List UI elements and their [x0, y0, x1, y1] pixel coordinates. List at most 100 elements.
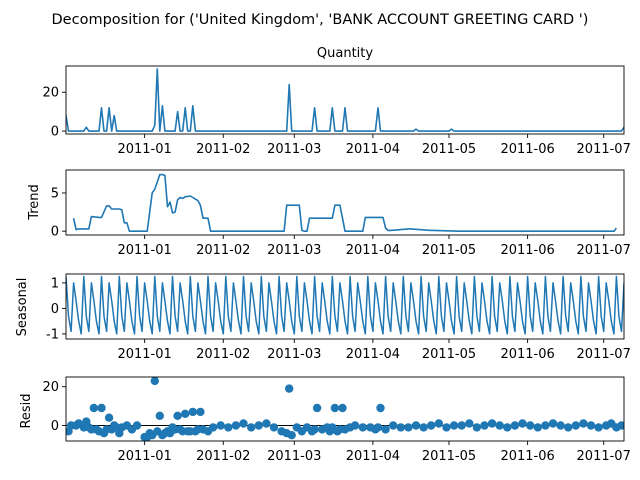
resid-point: [338, 403, 347, 413]
trend-panel: Trend 0 5 2011-01 2011-02 2011-03 2011-04 2011…: [27, 169, 631, 258]
resid-point: [434, 419, 443, 428]
resid-xtick-label: 2011-02: [196, 449, 250, 464]
resid-point: [404, 423, 413, 432]
resid-point: [548, 419, 558, 428]
trend-xtick-label: 2011-07: [577, 243, 631, 258]
resid-point: [411, 421, 421, 430]
seasonal-ytick-label: -1: [46, 327, 59, 342]
resid-point: [495, 421, 504, 430]
resid-point: [350, 421, 360, 430]
resid-point: [472, 423, 482, 432]
resid-point: [503, 423, 512, 432]
resid-point: [442, 423, 451, 432]
resid-point: [594, 423, 603, 432]
resid-point: [150, 377, 159, 386]
resid-point: [449, 421, 459, 430]
resid-point: [579, 419, 588, 428]
resid-point: [556, 421, 565, 430]
resid-point: [208, 423, 218, 432]
resid-point: [586, 421, 596, 430]
quantity-xtick-label: 2011-02: [196, 142, 250, 157]
resid-xtick-label: 2011-04: [346, 449, 400, 464]
resid-ytick-label: 20: [42, 380, 59, 395]
seasonal-ytick-label: 1: [51, 276, 59, 291]
quantity-panel: Quantity 0 20 2011-01 2011-02 2011-03 2011-04…: [42, 46, 630, 157]
trend-panel-ylabel: Trend: [27, 184, 42, 221]
resid-point: [571, 421, 580, 430]
trend-ytick-label: 5: [51, 186, 59, 201]
resid-xtick-label: 2011-01: [117, 449, 171, 464]
seasonal-xtick-label: 2011-02: [196, 347, 250, 362]
trend-xtick-label: 2011-06: [500, 243, 554, 258]
resid-point: [173, 411, 182, 420]
seasonal-xtick-label: 2011-03: [267, 347, 321, 362]
seasonal-panel: Seasonal -1 0 1 2011-01 2011-02 2011-03 2011-0…: [15, 273, 631, 362]
seasonal-xtick-label: 2011-01: [117, 347, 171, 362]
resid-point: [247, 423, 256, 432]
seasonal-xtick-label: 2011-05: [422, 347, 476, 362]
resid-xtick-label: 2011-05: [422, 449, 476, 464]
resid-point: [196, 407, 205, 417]
resid-point: [89, 403, 99, 413]
seasonal-panel-ylabel: Seasonal: [15, 278, 30, 337]
resid-point: [376, 403, 385, 413]
resid-point: [216, 421, 225, 430]
quantity-xtick-label: 2011-03: [267, 142, 321, 157]
resid-point: [97, 403, 106, 413]
seasonal-xtick-label: 2011-04: [346, 347, 400, 362]
trend-plot-area: [72, 173, 618, 232]
quantity-xtick-label: 2011-01: [117, 142, 171, 157]
resid-point: [287, 431, 296, 440]
seasonal-series-line: [66, 275, 624, 335]
quantity-plot-area: [66, 68, 624, 132]
trend-xtick-label: 2011-01: [117, 243, 171, 258]
seasonal-ytick-label: 0: [51, 302, 59, 317]
seasonal-plot-area: [66, 275, 624, 335]
quantity-series-line: [66, 68, 624, 132]
resid-point: [188, 407, 197, 417]
resid-ytick-label: 0: [51, 419, 59, 434]
seasonal-xtick-label: 2011-07: [577, 347, 631, 362]
seasonal-axes-frame: [65, 273, 625, 340]
quantity-ytick-label: 20: [42, 86, 59, 101]
trend-xtick-label: 2011-05: [422, 243, 476, 258]
resid-point: [104, 413, 114, 422]
resid-xtick-label: 2011-06: [500, 449, 554, 464]
quantity-panel-title: Quantity: [317, 46, 373, 61]
resid-point: [312, 403, 322, 413]
resid-point: [526, 421, 535, 430]
resid-point: [518, 419, 527, 428]
resid-point: [269, 423, 279, 432]
resid-point: [155, 411, 164, 420]
resid-point: [487, 419, 497, 428]
resid-panel: Resid 0 20 2011-01 2011-02 2011-03 2011-04 201…: [19, 376, 631, 464]
resid-point: [262, 419, 271, 428]
resid-point: [617, 421, 624, 430]
quantity-xtick-label: 2011-04: [346, 142, 400, 157]
resid-point: [330, 403, 340, 413]
resid-point: [396, 423, 405, 432]
quantity-xtick-label: 2011-07: [577, 142, 631, 157]
resid-point: [541, 421, 550, 430]
resid-point: [239, 419, 248, 428]
resid-point: [231, 421, 241, 430]
resid-point: [373, 423, 383, 432]
resid-point: [465, 419, 474, 428]
quantity-axes-frame: [65, 65, 625, 135]
trend-series-line: [72, 173, 618, 232]
trend-xtick-label: 2011-03: [267, 243, 321, 258]
resid-xtick-label: 2011-03: [267, 449, 321, 464]
quantity-ytick-label: 0: [51, 125, 59, 140]
resid-point: [480, 421, 489, 430]
resid-point: [358, 423, 367, 432]
quantity-xtick-label: 2011-06: [500, 142, 554, 157]
figure-suptitle: Decomposition for ('United Kingdom', 'BA…: [52, 12, 589, 28]
resid-point: [132, 421, 142, 430]
resid-point: [224, 423, 233, 432]
resid-axes-frame: [65, 376, 625, 442]
resid-point: [389, 421, 398, 430]
trend-axes-frame: [65, 169, 625, 236]
resid-point: [427, 421, 436, 430]
